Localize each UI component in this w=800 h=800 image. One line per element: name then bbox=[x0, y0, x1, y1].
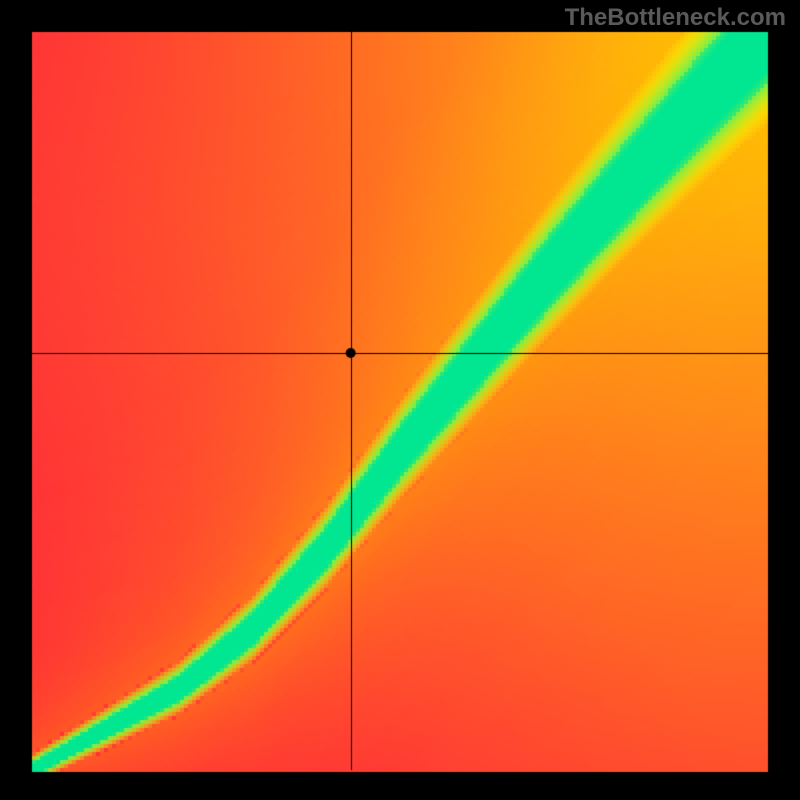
bottleneck-heatmap bbox=[0, 0, 800, 800]
watermark-text: TheBottleneck.com bbox=[565, 4, 786, 32]
